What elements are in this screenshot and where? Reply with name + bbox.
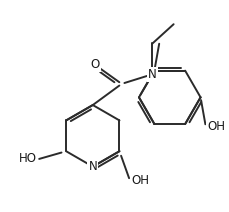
Text: HO: HO [19, 152, 37, 165]
Text: OH: OH [207, 120, 225, 133]
Text: O: O [90, 58, 99, 71]
Text: OH: OH [131, 174, 149, 187]
Text: N: N [88, 160, 97, 173]
Text: N: N [148, 68, 157, 81]
